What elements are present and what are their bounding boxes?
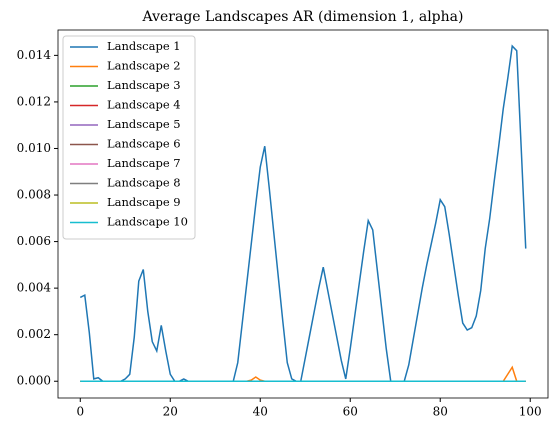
x-tick-label: 0 bbox=[76, 405, 84, 419]
legend-label: Landscape 4 bbox=[107, 98, 181, 112]
y-tick-label: 0.006 bbox=[17, 234, 51, 248]
y-tick-label: 0.002 bbox=[17, 327, 51, 341]
legend-label: Landscape 9 bbox=[107, 195, 181, 209]
legend-label: Landscape 7 bbox=[107, 156, 181, 170]
chart-title: Average Landscapes AR (dimension 1, alph… bbox=[142, 9, 464, 25]
axes-frame bbox=[57, 29, 549, 399]
legend-label: Landscape 3 bbox=[107, 78, 181, 92]
x-tick-label: 40 bbox=[253, 405, 268, 419]
y-tick-label: 0.010 bbox=[17, 141, 51, 155]
legend: Landscape 1 Landscape 2 Landscape 3 Landsca… bbox=[62, 35, 196, 240]
y-tick-label: 0.008 bbox=[17, 188, 51, 202]
y-tick-label: 0.000 bbox=[17, 374, 51, 388]
x-tick-label: 80 bbox=[433, 405, 448, 419]
legend-label: Landscape 5 bbox=[107, 117, 181, 131]
legend-label: Landscape 10 bbox=[107, 215, 188, 229]
legend-label: Landscape 2 bbox=[107, 59, 181, 73]
x-tick-label: 100 bbox=[519, 405, 542, 419]
x-tick-label: 20 bbox=[163, 405, 178, 419]
y-tick-label: 0.014 bbox=[17, 48, 52, 62]
x-tick-label: 60 bbox=[343, 405, 358, 419]
legend-label: Landscape 1 bbox=[107, 39, 181, 53]
legend-label: Landscape 6 bbox=[107, 137, 181, 151]
series-line bbox=[79, 44, 527, 382]
legend-label: Landscape 8 bbox=[107, 176, 181, 190]
y-tick-label: 0.004 bbox=[17, 281, 52, 295]
y-tick-label: 0.012 bbox=[17, 94, 51, 108]
